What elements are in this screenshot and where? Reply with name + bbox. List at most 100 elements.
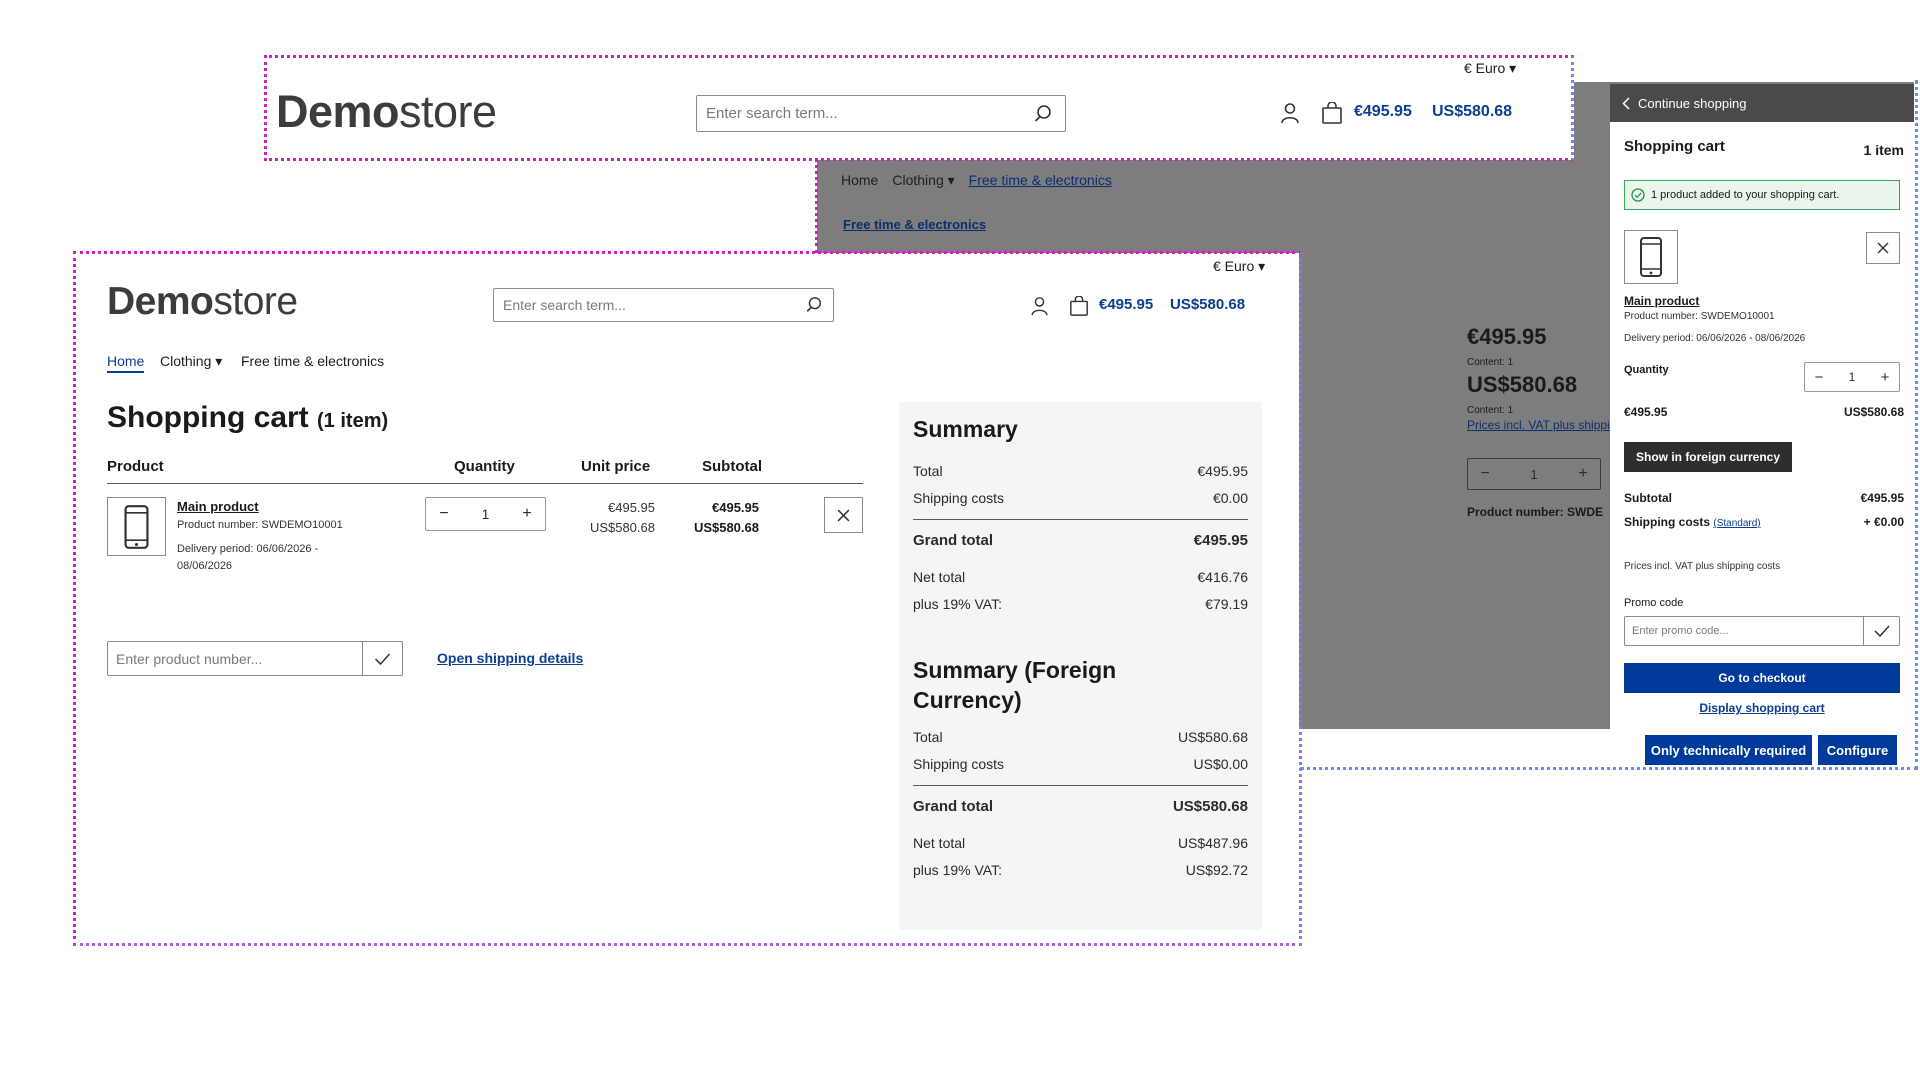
summary-box: Summary Total €495.95 Shipping costs €0.00…: [899, 402, 1262, 930]
back-content-1: Content: 1: [1467, 357, 1514, 368]
oc-product-name[interactable]: Main product: [1624, 294, 1700, 308]
add-product-button[interactable]: [362, 642, 402, 675]
back-nav-home[interactable]: Home: [841, 172, 879, 188]
summary-foreign-grand-total-row: Grand total US$580.68: [913, 798, 1248, 815]
account-icon[interactable]: [1280, 102, 1300, 124]
plus-icon[interactable]: +: [1880, 368, 1890, 386]
oc-quantity-stepper[interactable]: − 1 +: [1804, 362, 1900, 392]
back-nav-clothing[interactable]: Clothing ▾: [892, 172, 955, 188]
summary-foreign-vat-row: plus 19% VAT: US$92.72: [913, 862, 1248, 878]
delivery-period-end: 08/06/2026: [177, 560, 233, 572]
checkmark-icon: [374, 652, 391, 665]
summary-foreign-divider: [913, 785, 1248, 786]
table-row: Main product Product number: SWDEMO10001…: [107, 497, 863, 597]
oc-price-eur: €495.95: [1624, 405, 1668, 419]
back-product-number: Product number: SWDE: [1467, 505, 1604, 519]
back-currency-switch[interactable]: € Euro ▾: [1464, 60, 1517, 76]
close-icon: [1877, 242, 1889, 254]
oc-continue-shopping[interactable]: Continue shopping: [1610, 84, 1914, 122]
summary-shipping-row: Shipping costs €0.00: [913, 490, 1248, 506]
minus-icon[interactable]: −: [439, 505, 449, 522]
oc-checkout-button[interactable]: Go to checkout: [1624, 663, 1900, 693]
product-name[interactable]: Main product: [177, 499, 259, 514]
nav-home[interactable]: Home: [107, 353, 145, 373]
oc-product-image[interactable]: [1624, 230, 1678, 284]
back-vat-link[interactable]: Prices incl. VAT plus shippi: [1467, 418, 1610, 432]
remove-item-button[interactable]: [824, 497, 863, 533]
oc-promo-submit[interactable]: [1863, 617, 1899, 645]
back-search-input[interactable]: [706, 96, 1033, 131]
smartphone-icon: [124, 504, 149, 549]
nav-clothing[interactable]: Clothing ▾: [160, 353, 223, 369]
checkmark-icon: [1873, 625, 1890, 638]
oc-qty-value[interactable]: 1: [1848, 370, 1856, 384]
unit-price-eur: €495.95: [608, 500, 655, 515]
oc-product-number: Product number: SWDEMO10001: [1624, 311, 1775, 322]
oc-price-usd: US$580.68: [1843, 405, 1904, 419]
oc-alert-text: 1 product added to your shopping cart.: [1651, 189, 1840, 201]
oc-promo-input[interactable]: [1632, 617, 1863, 645]
oc-subtotal-label: Subtotal: [1624, 491, 1672, 505]
oc-continue-label: Continue shopping: [1638, 95, 1747, 111]
search-input[interactable]: [503, 289, 805, 321]
summary-foreign-shipping-row: Shipping costs US$0.00: [913, 756, 1248, 772]
product-number-input[interactable]: [116, 642, 362, 675]
product-image[interactable]: [107, 497, 166, 556]
product-number: Product number: SWDEMO10001: [177, 519, 343, 531]
cart-title: Shopping cart (1 item): [107, 401, 389, 434]
back-price-usd: US$580.68: [1467, 372, 1578, 397]
cart-total-usd[interactable]: US$580.68: [1170, 296, 1246, 313]
summary-foreign-net-row: Net total US$487.96: [913, 835, 1248, 851]
back-logo[interactable]: Demostore: [276, 86, 497, 137]
summary-foreign-total-row: Total US$580.68: [913, 729, 1248, 745]
oc-quantity-label: Quantity: [1624, 364, 1669, 376]
col-unit-price: Unit price: [581, 458, 651, 475]
cookie-configure-button[interactable]: Configure: [1818, 735, 1897, 765]
subtotal-usd: US$580.68: [693, 520, 759, 535]
back-cart-total-eur[interactable]: €495.95: [1354, 103, 1412, 120]
summary-title: Summary: [913, 416, 1018, 442]
check-circle-icon: [1631, 188, 1645, 202]
back-minus-icon[interactable]: −: [1480, 465, 1490, 482]
oc-promo-label: Promo code: [1624, 597, 1684, 609]
currency-switch[interactable]: € Euro ▾: [1213, 258, 1266, 274]
cookie-required-button[interactable]: Only technically required: [1645, 735, 1812, 765]
nav-free-time[interactable]: Free time & electronics: [241, 353, 385, 369]
logo[interactable]: Demostore: [107, 280, 298, 323]
search-icon[interactable]: [1033, 104, 1053, 124]
account-icon[interactable]: [1030, 296, 1049, 316]
quantity-stepper[interactable]: − 1 +: [425, 497, 546, 531]
col-subtotal: Subtotal: [702, 458, 762, 475]
back-category-link[interactable]: Free time & electronics: [843, 217, 987, 232]
search-icon[interactable]: [805, 296, 823, 314]
summary-vat-row: plus 19% VAT: €79.19: [913, 596, 1248, 612]
col-product: Product: [107, 458, 164, 475]
cart-count: (1 item): [317, 410, 389, 432]
qty-value[interactable]: 1: [481, 506, 490, 522]
plus-icon[interactable]: +: [522, 505, 532, 522]
oc-display-cart-link[interactable]: Display shopping cart: [1699, 701, 1825, 715]
back-nav-free-time[interactable]: Free time & electronics: [968, 172, 1112, 188]
summary-grand-total-row: Grand total €495.95: [913, 532, 1248, 549]
oc-remove-button[interactable]: [1866, 232, 1900, 264]
back-plus-icon[interactable]: +: [1578, 465, 1588, 482]
search-box: [493, 288, 834, 322]
back-quantity-stepper[interactable]: − 1 +: [1467, 458, 1601, 490]
back-cart-total-usd[interactable]: US$580.68: [1432, 103, 1513, 120]
oc-item-count: 1 item: [1863, 142, 1904, 158]
oc-success-alert: 1 product added to your shopping cart.: [1624, 180, 1900, 210]
oc-foreign-currency-button[interactable]: Show in foreign currency: [1624, 442, 1792, 472]
smartphone-icon: [1640, 237, 1662, 277]
minus-icon[interactable]: −: [1814, 368, 1824, 386]
shipping-details-link[interactable]: Open shipping details: [437, 650, 584, 666]
summary-foreign-title: Summary (Foreign Currency): [913, 657, 1117, 713]
oc-shipping-link[interactable]: (Standard): [1713, 518, 1761, 529]
cart-icon[interactable]: [1321, 102, 1343, 124]
summary-total-row: Total €495.95: [913, 463, 1248, 479]
back-qty-value[interactable]: 1: [1530, 466, 1538, 482]
cart-icon[interactable]: [1069, 296, 1089, 316]
summary-net-row: Net total €416.76: [913, 569, 1248, 585]
oc-shipping-value: + €0.00: [1863, 515, 1904, 529]
back-price-eur: €495.95: [1467, 324, 1547, 349]
cart-total-eur[interactable]: €495.95: [1099, 296, 1154, 313]
